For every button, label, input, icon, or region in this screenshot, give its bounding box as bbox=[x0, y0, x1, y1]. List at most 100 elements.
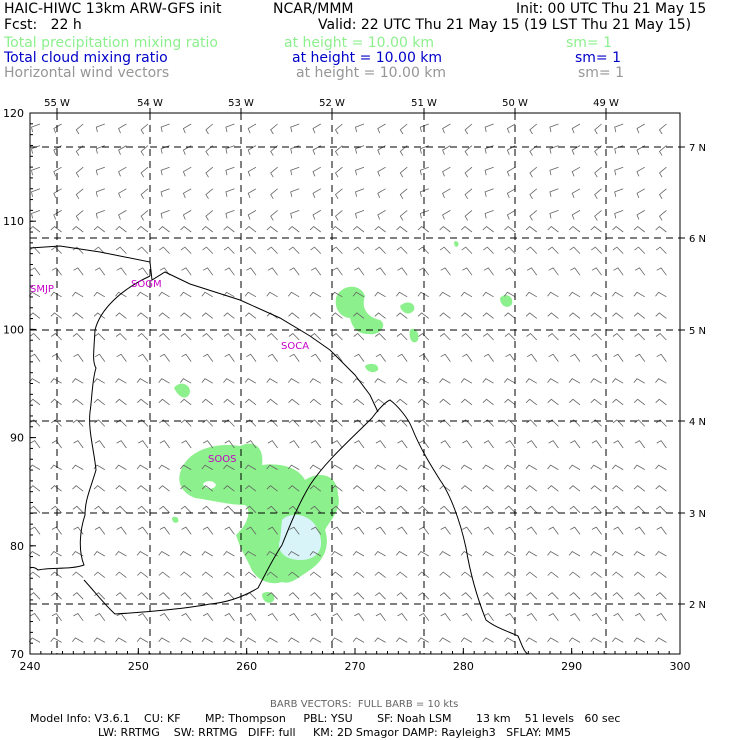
wind-barb bbox=[312, 210, 321, 220]
wind-barb bbox=[309, 464, 321, 470]
wind-barb bbox=[93, 378, 105, 384]
wind-barb bbox=[571, 123, 581, 134]
field-precip-sm: sm= 1 bbox=[566, 35, 613, 51]
wind-barb bbox=[655, 571, 667, 578]
wind-barb bbox=[159, 419, 170, 427]
cloud-core-small bbox=[203, 481, 216, 489]
wind-barb bbox=[439, 312, 451, 319]
wind-barb bbox=[73, 440, 84, 449]
wind-barb bbox=[267, 505, 278, 514]
wind-barb bbox=[53, 188, 62, 199]
wind-barb bbox=[180, 592, 192, 600]
wind-barb bbox=[310, 612, 322, 622]
wind-barb bbox=[288, 398, 300, 406]
wind-barb bbox=[613, 353, 624, 362]
wind-barb bbox=[504, 312, 516, 319]
wind-barb bbox=[594, 210, 602, 221]
wind-barb bbox=[225, 166, 235, 176]
wind-barb bbox=[484, 188, 494, 197]
wind-barb bbox=[461, 398, 473, 406]
wind-barb bbox=[140, 188, 149, 200]
wind-barb bbox=[568, 550, 581, 557]
wind-barb bbox=[223, 332, 235, 341]
wind-barb bbox=[399, 145, 408, 156]
wind-barb bbox=[354, 440, 365, 449]
wind-barb bbox=[140, 145, 149, 156]
wind-barb bbox=[310, 332, 322, 341]
wind-barb bbox=[548, 353, 559, 362]
wind-barb bbox=[270, 123, 278, 135]
wind-barb bbox=[525, 312, 538, 319]
wind-barb bbox=[525, 485, 538, 492]
coastline-northwest bbox=[29, 245, 379, 413]
wind-barb bbox=[331, 550, 343, 557]
wind-barb bbox=[656, 267, 667, 276]
wind-barb bbox=[417, 485, 430, 492]
institution-label: NCAR/MMM bbox=[273, 1, 354, 17]
wind-barb bbox=[138, 612, 149, 622]
x-tick-label: 250 bbox=[128, 660, 149, 673]
wind-barb bbox=[636, 210, 645, 220]
wind-barb bbox=[374, 571, 386, 578]
wind-barb bbox=[50, 398, 62, 406]
wind-barb bbox=[267, 353, 278, 362]
wind-barb bbox=[29, 225, 41, 233]
wind-barb bbox=[118, 145, 127, 155]
wind-barb bbox=[377, 210, 386, 220]
wind-barb bbox=[655, 378, 667, 384]
station-label: SOGM bbox=[131, 279, 162, 290]
wind-barb bbox=[331, 485, 343, 492]
wind-barb bbox=[223, 419, 235, 427]
wind-barb bbox=[570, 612, 581, 622]
wind-barb bbox=[331, 246, 343, 254]
wind-barb bbox=[417, 550, 429, 557]
wind-barb bbox=[332, 526, 343, 535]
wind-barb bbox=[375, 332, 386, 341]
x-tick-label: 280 bbox=[453, 660, 474, 673]
wind-barb bbox=[355, 166, 365, 176]
wind-barb bbox=[247, 123, 257, 134]
wind-barb bbox=[310, 246, 322, 254]
wind-barb bbox=[634, 353, 646, 362]
wind-barb bbox=[267, 526, 278, 535]
wind-barb bbox=[353, 312, 365, 319]
wind-barb bbox=[355, 188, 365, 197]
wind-barb bbox=[396, 571, 408, 578]
wind-barb bbox=[225, 210, 235, 219]
wind-barb bbox=[331, 464, 343, 470]
wind-barb bbox=[612, 505, 624, 514]
wind-barb bbox=[159, 440, 170, 449]
wind-barb bbox=[569, 419, 581, 427]
wind-barb bbox=[374, 637, 386, 643]
wind-barb bbox=[569, 485, 581, 492]
wind-barb bbox=[613, 612, 624, 622]
wind-barb bbox=[419, 123, 429, 133]
wind-barb bbox=[334, 188, 343, 200]
field-wind-level: at height = 10.00 km bbox=[296, 65, 447, 81]
wind-barb bbox=[352, 378, 365, 384]
wind-barb bbox=[633, 550, 645, 557]
wind-barb bbox=[288, 571, 300, 578]
wind-barb bbox=[309, 571, 322, 578]
wind-barb bbox=[179, 464, 192, 470]
forecast-hour: Fcst: 22 h bbox=[4, 17, 82, 33]
precip-area-small-4 bbox=[500, 295, 513, 307]
wind-barb bbox=[31, 123, 41, 133]
wind-barb bbox=[525, 398, 538, 406]
wind-barb bbox=[266, 312, 278, 319]
wind-barb bbox=[439, 505, 451, 514]
wind-barb bbox=[75, 166, 84, 178]
wind-barb bbox=[223, 246, 235, 254]
wind-barb bbox=[374, 398, 386, 406]
wind-barb bbox=[352, 550, 365, 557]
wind-barb bbox=[591, 440, 602, 449]
wind-barb bbox=[506, 123, 516, 134]
wind-barb bbox=[50, 485, 62, 492]
wind-barb bbox=[72, 225, 84, 233]
wind-barb bbox=[374, 291, 386, 298]
wind-barb bbox=[439, 398, 451, 406]
wind-barb bbox=[613, 267, 624, 276]
wind-barb bbox=[634, 419, 646, 427]
wind-barb bbox=[655, 592, 667, 600]
wind-barb bbox=[51, 526, 62, 535]
